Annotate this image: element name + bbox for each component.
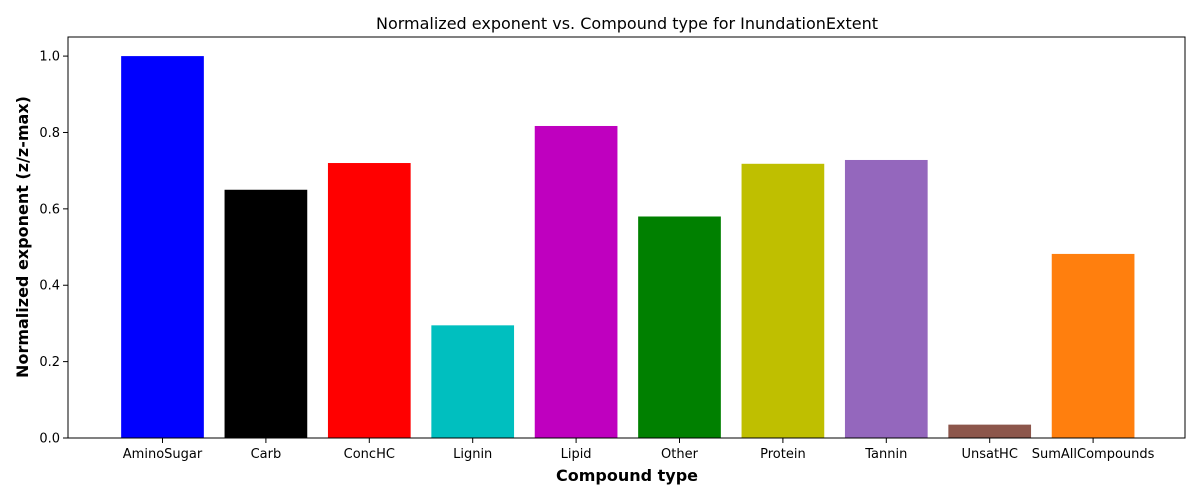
plot-frame [67,36,1186,439]
bar-tannin [844,159,928,438]
x-tick-label: Other [661,447,699,462]
x-tick-label: UnsatHC [961,447,1017,462]
x-tick-label: ConcHC [344,447,395,462]
y-tick-label: 0.4 [39,279,60,294]
chart-title: Normalized exponent vs. Compound type fo… [376,14,878,33]
bar-protein [741,163,825,439]
bar-carb [224,189,308,438]
bar-conchc [327,163,411,438]
bar-other [638,216,721,438]
bar-sumallcompounds [1051,253,1135,438]
bar-unsathc [948,424,1032,438]
x-tick-label: Lignin [453,447,492,462]
x-tick-label: Protein [760,447,806,462]
x-tick-label: AminoSugar [123,447,203,462]
bar-lignin [431,325,515,438]
bar-aminosugar [121,56,204,438]
x-axis-title: Compound type [556,466,698,485]
x-tick-label: Carb [251,447,282,462]
x-tick-label: Tannin [864,447,907,462]
y-tick-label: 0.0 [39,432,60,447]
bar-lipid [534,125,618,438]
x-tick-label: Lipid [561,447,592,462]
y-tick-label: 1.0 [39,50,60,65]
y-tick-label: 0.8 [39,126,60,141]
y-tick-label: 0.2 [39,355,60,370]
plot-area: 0.0 0.2 0.4 0.6 0.8 1.0 AminoSugar Carb ConcHC Li… [39,50,1154,462]
y-tick-label: 0.6 [39,202,60,217]
x-tick-label: SumAllCompounds [1032,447,1155,462]
y-axis-title: Normalized exponent (z/z-max) [13,96,32,378]
